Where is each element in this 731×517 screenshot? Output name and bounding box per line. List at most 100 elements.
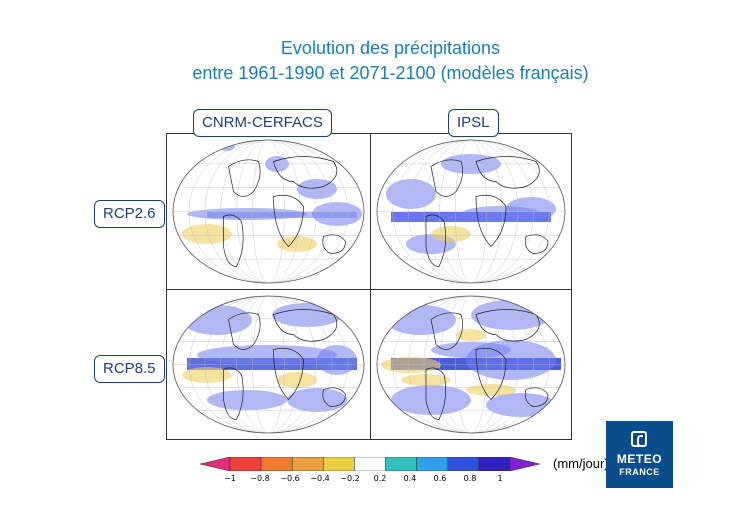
continent-outline bbox=[475, 194, 507, 247]
colorbar-tick: −0.2 bbox=[340, 474, 359, 483]
continent-outline bbox=[322, 234, 346, 254]
column-label-cnrm: CNRM-CERFACS bbox=[193, 109, 332, 137]
map-cnrm-rcp26 bbox=[172, 139, 365, 284]
colorbar-segment bbox=[354, 457, 386, 471]
colorbar-tick: −1 bbox=[224, 474, 236, 483]
grid-horizontal-divider bbox=[166, 289, 572, 290]
graticule-meridian bbox=[188, 140, 349, 283]
continent-outline bbox=[475, 156, 540, 189]
figure-title-line2: entre 1961-1990 et 2071-2100 (modèles fr… bbox=[192, 63, 589, 83]
logo-text-line2: FRANCE bbox=[619, 467, 660, 477]
colorbar-end-left bbox=[200, 457, 231, 471]
continent-outline bbox=[322, 387, 346, 407]
precipitation-increase-area bbox=[386, 305, 456, 335]
colorbar-segment bbox=[447, 457, 480, 471]
continent-outline bbox=[475, 347, 507, 400]
graticule-meridian bbox=[408, 296, 534, 433]
globe-outline bbox=[376, 139, 566, 284]
continent-outline bbox=[524, 234, 549, 254]
continent-outline bbox=[475, 309, 540, 342]
globe-outline bbox=[172, 139, 365, 284]
colorbar-tick: −0.4 bbox=[310, 474, 329, 483]
graticule-meridian bbox=[188, 296, 349, 433]
graticule-meridian bbox=[439, 296, 503, 433]
colorbar-segment bbox=[260, 457, 293, 471]
colorbar bbox=[200, 457, 540, 471]
precipitation-decrease-area bbox=[182, 367, 232, 383]
graticule-meridian bbox=[252, 140, 285, 283]
continent-outline bbox=[273, 156, 338, 189]
continent-outline bbox=[273, 309, 338, 342]
row-label-rcp85: RCP8.5 bbox=[94, 355, 165, 383]
precipitation-increase-area bbox=[391, 385, 471, 415]
continent-outline bbox=[430, 159, 463, 197]
precipitation-increase-area bbox=[272, 303, 342, 327]
colorbar-segment bbox=[478, 457, 511, 471]
colorbar-segment bbox=[323, 457, 355, 471]
continent-outline bbox=[273, 347, 304, 400]
continent-outline bbox=[223, 367, 244, 420]
continent-outline bbox=[425, 214, 446, 267]
meteo-france-emblem-icon bbox=[631, 431, 647, 447]
figure-title-line1: Evolution des précipitations bbox=[280, 38, 501, 58]
continent-outline bbox=[228, 312, 261, 350]
column-label-ipsl: IPSL bbox=[448, 109, 499, 137]
continent-outline bbox=[425, 367, 446, 420]
globe-outline bbox=[376, 295, 566, 434]
graticule-meridian bbox=[423, 296, 519, 433]
precipitation-increase-area bbox=[312, 202, 362, 226]
graticule-meridian bbox=[455, 296, 487, 433]
graticule-meridian bbox=[423, 140, 519, 283]
graticule-meridian bbox=[204, 140, 333, 283]
colorbar-ticks: −1 −0.8 −0.6 −0.4 −0.2 0.2 0.4 0.6 0.8 1 bbox=[224, 474, 502, 483]
graticule-meridian bbox=[204, 296, 333, 433]
continent-outline bbox=[223, 214, 244, 267]
precipitation-decrease-area bbox=[431, 226, 471, 242]
graticule-meridian bbox=[252, 296, 285, 433]
row-label-rcp26: RCP2.6 bbox=[94, 200, 165, 228]
map-cnrm-rcp85 bbox=[172, 295, 365, 434]
logo-text-line1: METEO bbox=[616, 452, 663, 466]
colorbar-segment bbox=[416, 457, 449, 471]
precipitation-increase-area bbox=[486, 393, 556, 417]
precipitation-decrease-area bbox=[466, 384, 516, 396]
globe-outline bbox=[172, 295, 365, 434]
precipitation-increase-area bbox=[207, 390, 287, 410]
precipitation-decrease-area bbox=[277, 372, 317, 388]
precipitation-increase-area bbox=[317, 345, 357, 375]
colorbar-tick: 0.4 bbox=[404, 474, 417, 483]
map-ipsl-rcp26 bbox=[376, 139, 566, 284]
colorbar-segment bbox=[229, 457, 262, 471]
colorbar-tick: 0.6 bbox=[434, 474, 447, 483]
graticule-meridian bbox=[220, 296, 317, 433]
graticule-meridian bbox=[236, 140, 301, 283]
graticule-meridian bbox=[236, 296, 301, 433]
graticule-meridian bbox=[408, 140, 534, 283]
precipitation-decrease-area bbox=[456, 329, 486, 341]
precipitation-increase-area bbox=[461, 206, 541, 222]
precipitation-decrease-area bbox=[182, 224, 232, 244]
graticule-meridian bbox=[455, 140, 487, 283]
graticule-meridian bbox=[392, 140, 550, 283]
colorbar-unit: (mm/jour) bbox=[553, 456, 609, 471]
colorbar-tick: 1 bbox=[497, 474, 502, 483]
graticule-meridian bbox=[439, 140, 503, 283]
precipitation-increase-area bbox=[386, 179, 436, 209]
colorbar-tick: −0.6 bbox=[280, 474, 299, 483]
continent-outline bbox=[273, 194, 304, 247]
panel-grid bbox=[166, 133, 572, 440]
grid-vertical-divider bbox=[370, 133, 371, 440]
meteo-france-logo: METEO FRANCE bbox=[606, 421, 673, 488]
graticule-meridian bbox=[220, 140, 317, 283]
colorbar-tick: 0.2 bbox=[374, 474, 387, 483]
graticule-meridian bbox=[392, 296, 550, 433]
colorbar-segment bbox=[385, 457, 417, 471]
continent-outline bbox=[430, 312, 463, 350]
colorbar-tick: −0.8 bbox=[250, 474, 269, 483]
colorbar-end-right bbox=[509, 457, 540, 471]
map-ipsl-rcp85 bbox=[376, 295, 566, 434]
precipitation-increase-area bbox=[187, 208, 307, 220]
precipitation-increase-area bbox=[182, 305, 252, 335]
precipitation-increase-area bbox=[197, 345, 337, 365]
colorbar-segment bbox=[291, 457, 324, 471]
